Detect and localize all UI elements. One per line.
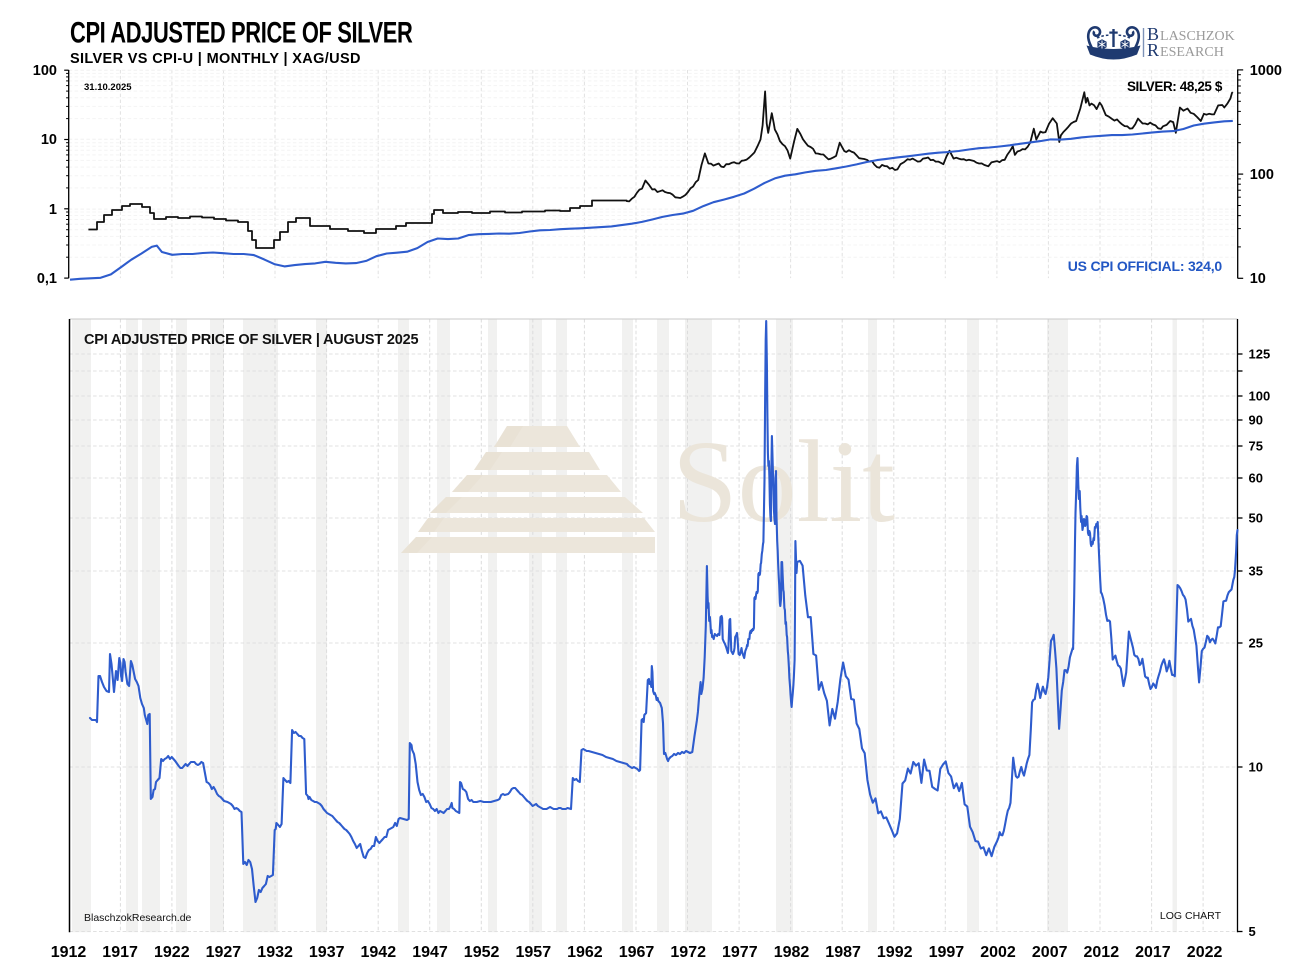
- svg-text:1987: 1987: [825, 944, 861, 961]
- svg-text:RESEARCH: RESEARCH: [1147, 40, 1224, 60]
- svg-text:1962: 1962: [567, 944, 603, 961]
- svg-text:10: 10: [1250, 271, 1266, 287]
- svg-text:5: 5: [1249, 924, 1256, 939]
- svg-text:10: 10: [41, 132, 57, 148]
- svg-text:100: 100: [1250, 167, 1274, 183]
- svg-text:2022: 2022: [1187, 944, 1223, 961]
- svg-text:SILVER: 48,25 $: SILVER: 48,25 $: [1127, 79, 1223, 94]
- svg-text:1972: 1972: [670, 944, 706, 961]
- svg-text:125: 125: [1249, 347, 1271, 362]
- svg-text:25: 25: [1249, 636, 1263, 651]
- svg-text:100: 100: [33, 63, 57, 79]
- svg-text:1992: 1992: [877, 944, 913, 961]
- svg-text:2002: 2002: [980, 944, 1016, 961]
- svg-text:1932: 1932: [257, 944, 293, 961]
- svg-text:1922: 1922: [154, 944, 190, 961]
- svg-text:10: 10: [1249, 760, 1263, 775]
- svg-text:LOG CHART: LOG CHART: [1160, 910, 1222, 922]
- svg-text:35: 35: [1249, 564, 1263, 579]
- svg-text:1937: 1937: [309, 944, 345, 961]
- svg-text:US CPI OFFICIAL: 324,0: US CPI OFFICIAL: 324,0: [1068, 258, 1223, 274]
- svg-text:1982: 1982: [774, 944, 810, 961]
- svg-text:1977: 1977: [722, 944, 758, 961]
- svg-text:2007: 2007: [1032, 944, 1068, 961]
- svg-text:1997: 1997: [929, 944, 965, 961]
- svg-text:SILVER VS CPI-U | MONTHLY | XA: SILVER VS CPI-U | MONTHLY | XAG/USD: [70, 51, 361, 67]
- svg-text:75: 75: [1249, 439, 1263, 454]
- svg-text:100: 100: [1249, 389, 1271, 404]
- svg-text:90: 90: [1249, 413, 1263, 428]
- svg-text:1927: 1927: [206, 944, 242, 961]
- svg-text:60: 60: [1249, 471, 1263, 486]
- svg-text:BLASCHZOK: BLASCHZOK: [1147, 24, 1235, 44]
- svg-text:BlaschzokResearch.de: BlaschzokResearch.de: [84, 912, 192, 924]
- svg-text:Solit: Solit: [672, 416, 895, 547]
- svg-text:1947: 1947: [412, 944, 448, 961]
- svg-text:1000: 1000: [1250, 63, 1282, 79]
- svg-text:1917: 1917: [102, 944, 138, 961]
- svg-text:0,1: 0,1: [37, 271, 57, 287]
- svg-text:2017: 2017: [1135, 944, 1171, 961]
- svg-text:1912: 1912: [51, 944, 87, 961]
- svg-text:1942: 1942: [361, 944, 397, 961]
- svg-text:1: 1: [49, 202, 57, 218]
- svg-text:CPI ADJUSTED PRICE OF SILVER |: CPI ADJUSTED PRICE OF SILVER | AUGUST 20…: [84, 332, 418, 348]
- svg-text:1967: 1967: [619, 944, 655, 961]
- svg-text:1952: 1952: [464, 944, 500, 961]
- svg-text:50: 50: [1249, 511, 1263, 526]
- svg-text:CPI ADJUSTED PRICE OF SILVER: CPI ADJUSTED PRICE OF SILVER: [70, 15, 413, 49]
- svg-text:31.10.2025: 31.10.2025: [84, 82, 132, 93]
- svg-text:2012: 2012: [1084, 944, 1120, 961]
- svg-text:1957: 1957: [516, 944, 552, 961]
